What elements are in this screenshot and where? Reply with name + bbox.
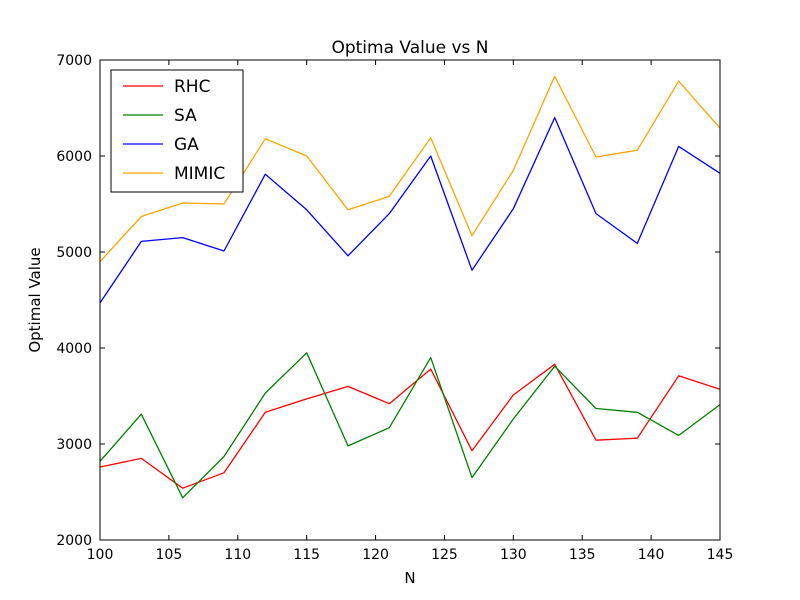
series-line-sa bbox=[99, 352, 721, 499]
chart-title: Optima Value vs N bbox=[331, 38, 488, 58]
legend-items: RHC SA GA MIMIC bbox=[123, 77, 225, 184]
legend-label-mimic: MIMIC bbox=[174, 164, 225, 184]
legend: RHC SA GA MIMIC bbox=[110, 69, 244, 193]
legend-label-rhc: RHC bbox=[174, 77, 210, 97]
x-tick-label: 115 bbox=[293, 547, 320, 563]
series-line-ga bbox=[99, 116, 721, 304]
y-tick-label: 5000 bbox=[56, 245, 92, 261]
y-tick-label: 4000 bbox=[56, 341, 92, 357]
x-tick-label: 100 bbox=[87, 547, 114, 563]
series-line-mimic bbox=[99, 75, 721, 263]
x-tick-label: 130 bbox=[500, 547, 527, 563]
x-tick-label: 125 bbox=[431, 547, 458, 563]
x-tick-label: 120 bbox=[362, 547, 389, 563]
plot-frame bbox=[99, 59, 721, 541]
y-tick-label: 3000 bbox=[56, 437, 92, 453]
ticks-layer: 100 105 110 115 120 125 130 135 140 145 2000 3000 40… bbox=[56, 53, 733, 563]
y-axis-label: Optimal Value bbox=[26, 247, 44, 352]
legend-label-ga: GA bbox=[174, 135, 199, 155]
x-tick-label: 110 bbox=[224, 547, 251, 563]
series-line-rhc bbox=[99, 363, 721, 489]
legend-box bbox=[110, 69, 244, 193]
x-tick-label: 135 bbox=[569, 547, 596, 563]
y-tick-label: 7000 bbox=[56, 53, 92, 69]
x-tick-label: 145 bbox=[707, 547, 734, 563]
y-tick-label: 2000 bbox=[56, 533, 92, 549]
x-axis-label: N bbox=[404, 569, 415, 587]
series-layer bbox=[99, 75, 721, 499]
x-tick-label: 140 bbox=[638, 547, 665, 563]
legend-label-sa: SA bbox=[174, 106, 197, 126]
x-tick-label: 105 bbox=[156, 547, 183, 563]
y-tick-label: 6000 bbox=[56, 149, 92, 165]
